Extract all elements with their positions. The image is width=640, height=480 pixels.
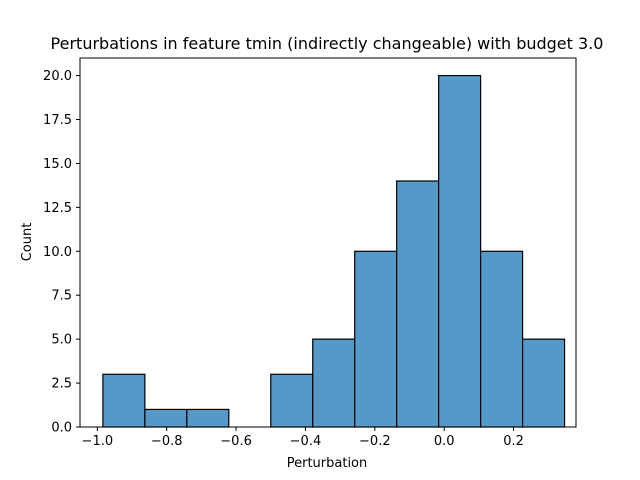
x-tick-label: −1.0	[82, 434, 114, 449]
y-tick-label: 15.0	[43, 157, 72, 172]
histogram-bar-9	[480, 250, 524, 428]
chart-title: Perturbations in feature tmin (indirectl…	[51, 34, 604, 53]
histogram-bar-2	[186, 408, 230, 428]
histogram-bar-0	[102, 373, 146, 428]
histogram-bar-4	[270, 373, 314, 428]
x-tick-label: −0.2	[359, 434, 391, 449]
bars-group	[102, 74, 566, 428]
x-axis: −1.0 −0.8 −0.6 −0.4 −0.2 0.0 0.2	[82, 427, 524, 449]
y-tick-label: 20.0	[43, 69, 72, 84]
histogram-bar-1	[144, 408, 188, 428]
x-tick-label: −0.4	[290, 434, 322, 449]
plot-frame	[79, 57, 577, 428]
histogram-bar-5	[312, 338, 356, 428]
histogram-bar-8	[438, 74, 482, 428]
y-axis-label: Count	[20, 223, 35, 262]
y-tick-label: 7.5	[51, 289, 72, 304]
histogram-bar-6	[354, 250, 398, 428]
y-tick-label: 10.0	[43, 245, 72, 260]
x-tick-label: −0.8	[151, 434, 183, 449]
y-tick-label: 5.0	[51, 333, 72, 348]
y-tick-label: 17.5	[43, 113, 72, 128]
x-tick-label: 0.0	[434, 434, 455, 449]
histogram-bar-7	[396, 180, 440, 428]
x-axis-label: Perturbation	[287, 456, 368, 471]
y-tick-label: 2.5	[51, 377, 72, 392]
y-axis: 0.0 2.5 5.0 7.5 10.0 12.5 15.0 17.5 20.0	[43, 69, 80, 436]
y-tick-label: 0.0	[51, 421, 72, 436]
histogram-bar-10	[521, 338, 566, 428]
x-tick-label: −0.6	[220, 434, 252, 449]
x-tick-label: 0.2	[503, 434, 524, 449]
y-tick-label: 12.5	[43, 201, 72, 216]
